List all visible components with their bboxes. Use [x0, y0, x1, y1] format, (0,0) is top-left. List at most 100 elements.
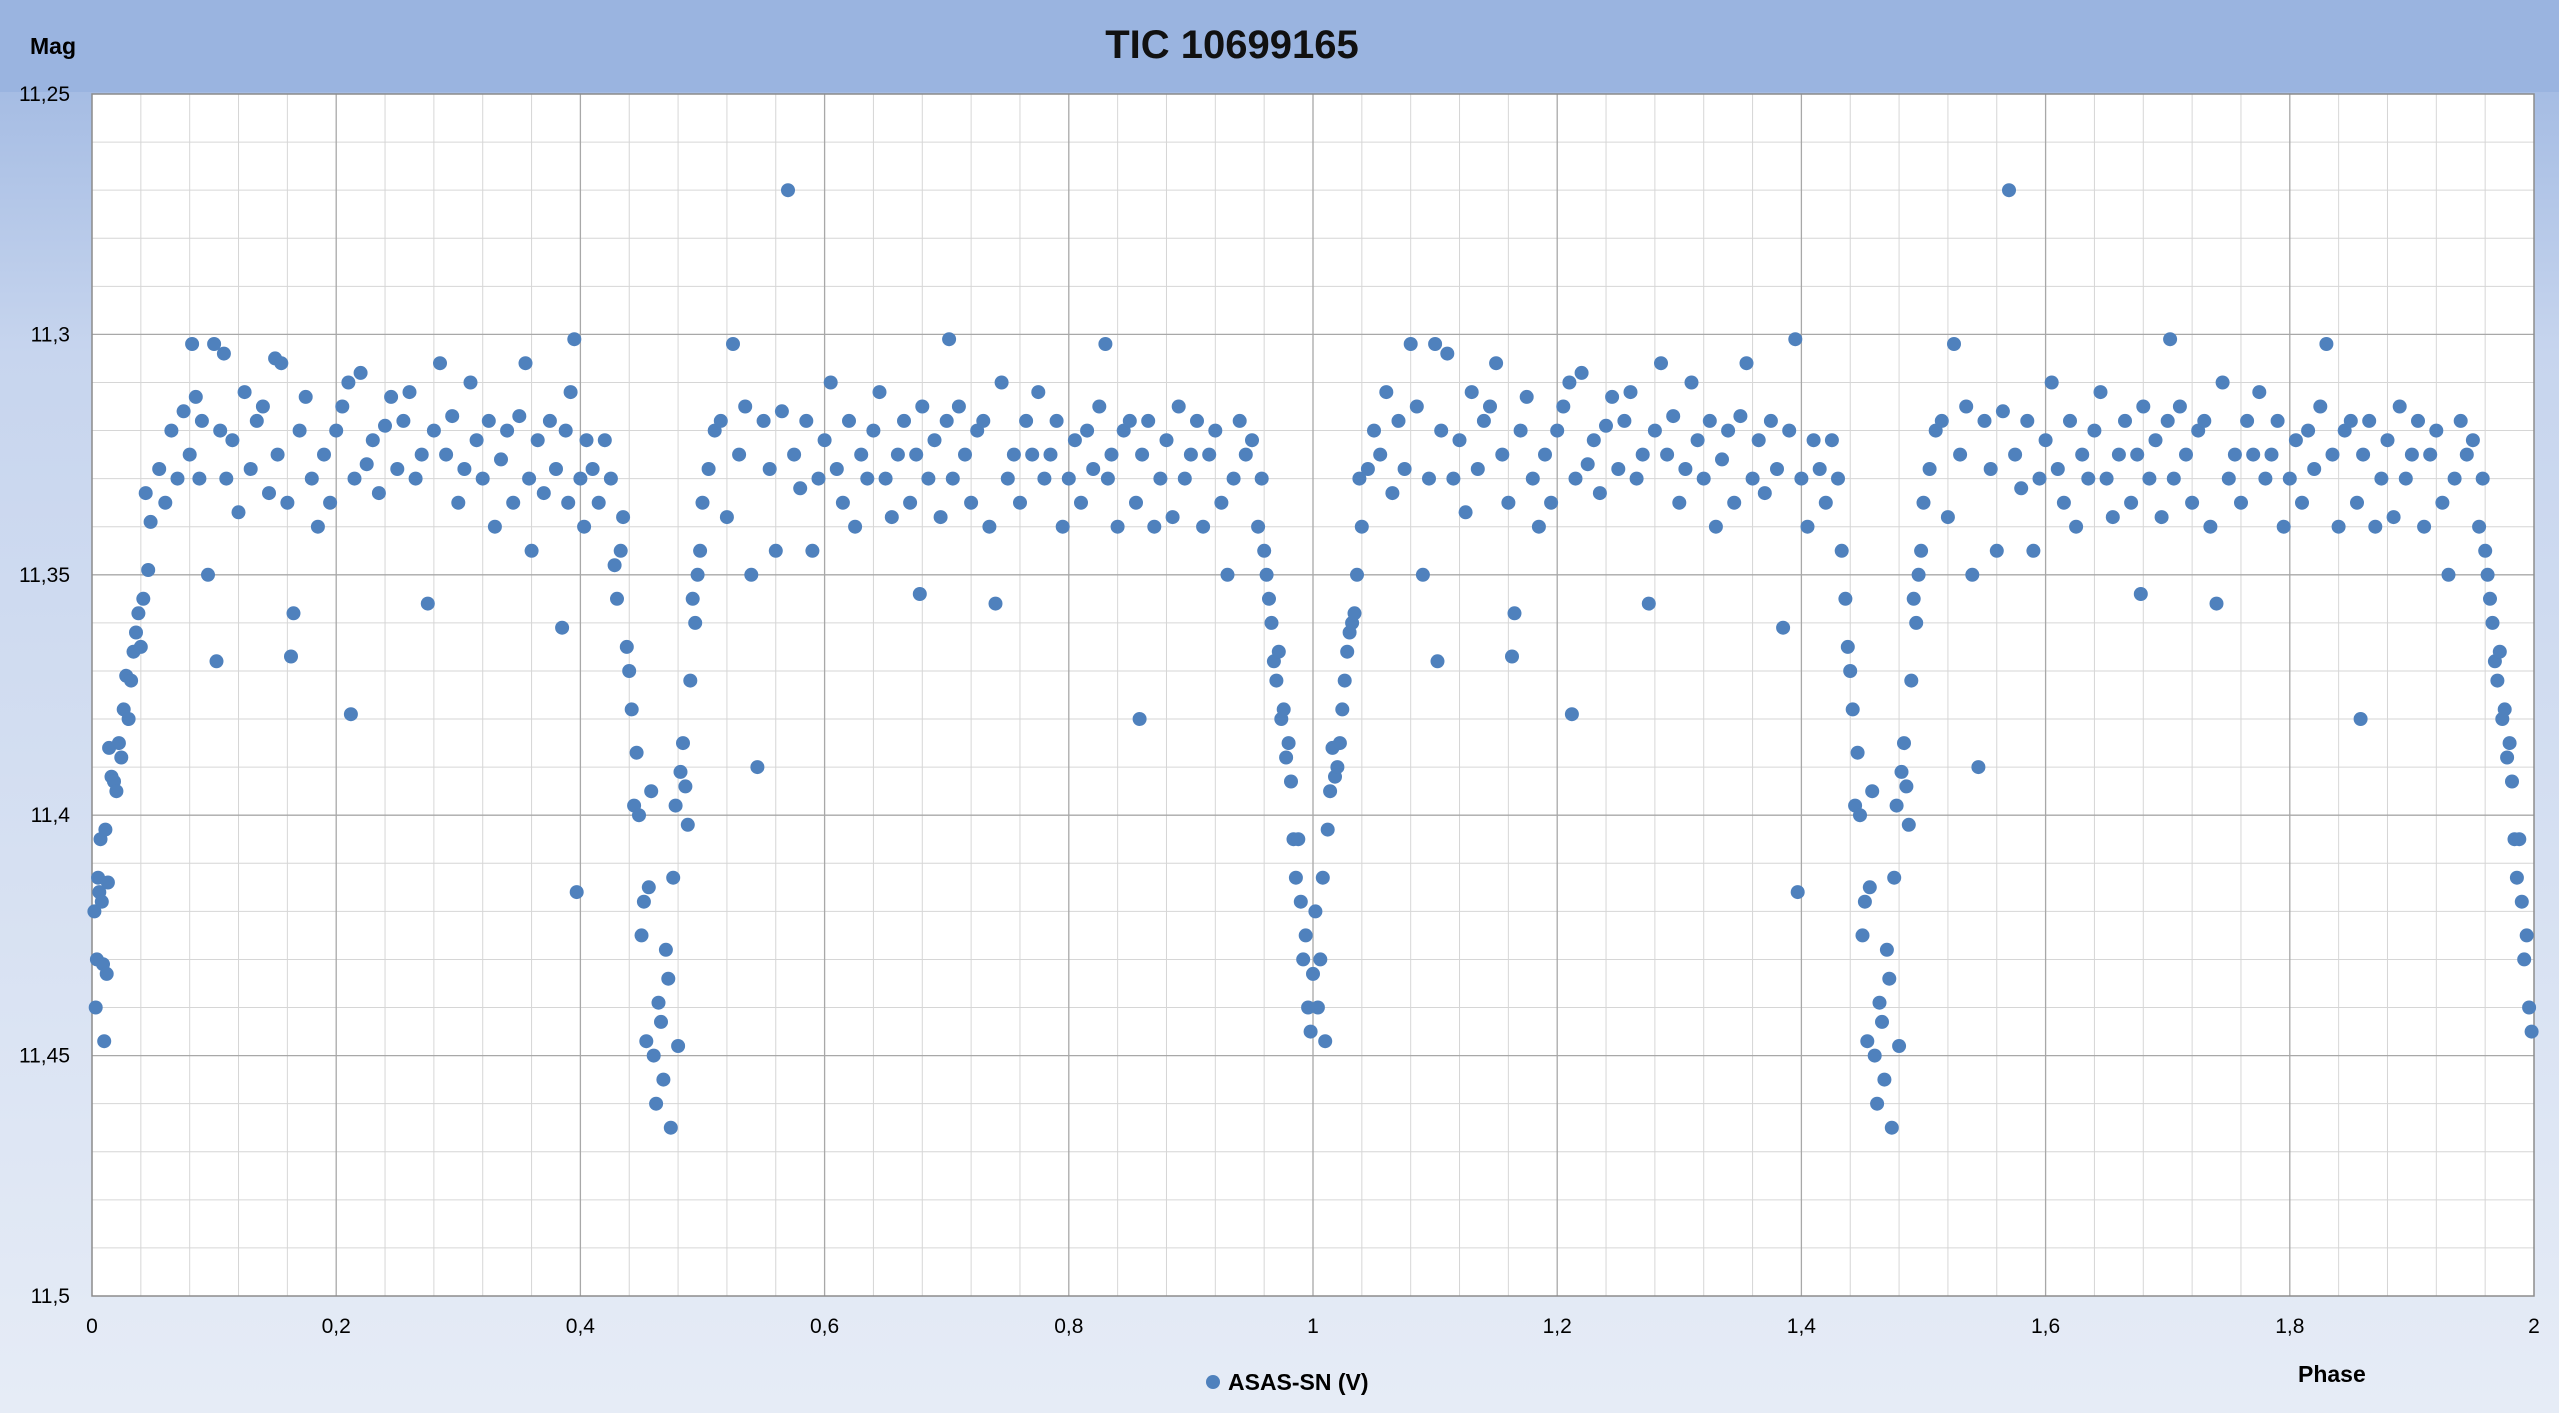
data-point: [1605, 389, 1620, 404]
data-point: [1884, 1120, 1899, 1135]
data-point: [445, 409, 460, 424]
data-point: [1696, 471, 1711, 486]
data-point: [1971, 760, 1986, 775]
data-point: [298, 389, 313, 404]
data-point: [854, 447, 869, 462]
data-point: [1824, 433, 1839, 448]
data-point: [1953, 447, 1968, 462]
data-point: [124, 673, 139, 688]
x-tick-label: 1,4: [1787, 1315, 1817, 1338]
data-point: [673, 764, 688, 779]
data-point: [463, 375, 478, 390]
y-tick-label: 11,25: [19, 83, 70, 106]
data-point: [1428, 337, 1443, 351]
data-point: [644, 784, 659, 799]
data-point: [1367, 423, 1381, 438]
data-point: [909, 447, 924, 462]
data-point: [921, 471, 936, 486]
data-point: [1592, 486, 1607, 501]
major-gridlines: [92, 94, 2534, 1296]
data-point: [1904, 673, 1919, 688]
data-point: [666, 870, 681, 885]
data-point: [420, 596, 435, 611]
data-point: [2465, 433, 2480, 448]
data-point: [1430, 654, 1445, 669]
data-point: [750, 760, 765, 775]
data-point: [469, 433, 484, 448]
data-point: [701, 462, 716, 476]
data-point: [2215, 375, 2230, 390]
data-point: [1476, 413, 1491, 428]
data-point: [1165, 510, 1180, 525]
data-point: [2512, 832, 2527, 847]
data-point: [1303, 1024, 1318, 1039]
y-axis-tick-labels: 11,25 11,3 11,35 11,4 11,45 11,5: [19, 83, 70, 1308]
data-point: [207, 337, 222, 351]
x-axis-title: Phase: [2298, 1361, 2366, 1387]
data-point: [1347, 606, 1362, 621]
data-point: [390, 462, 405, 476]
data-point: [890, 447, 905, 462]
data-point: [1599, 418, 1613, 433]
data-point: [1867, 1048, 1882, 1063]
data-point: [2130, 447, 2145, 462]
data-point: [1757, 486, 1772, 501]
data-point: [237, 385, 252, 400]
data-point: [646, 1048, 661, 1063]
y-tick-label: 11,35: [19, 564, 70, 587]
data-point: [1564, 707, 1579, 722]
data-point: [1914, 543, 1929, 558]
data-point: [1894, 764, 1909, 779]
data-point: [678, 779, 693, 794]
data-point: [619, 639, 634, 654]
data-point: [494, 452, 508, 467]
data-point: [2209, 596, 2224, 611]
data-point: [964, 495, 979, 510]
data-point: [329, 423, 344, 438]
data-point: [1190, 413, 1204, 428]
data-point: [2075, 447, 2090, 462]
data-point: [2380, 433, 2395, 448]
data-point: [1865, 784, 1880, 799]
data-point: [2087, 423, 2102, 438]
data-point: [310, 519, 325, 534]
data-point: [2044, 375, 2059, 390]
data-point: [2264, 447, 2279, 462]
data-point: [563, 385, 578, 400]
data-point: [1843, 664, 1858, 678]
data-point: [654, 1014, 668, 1029]
data-point: [2485, 615, 2500, 630]
data-point: [713, 413, 728, 428]
data-point: [2032, 471, 2047, 486]
data-point: [1470, 462, 1485, 476]
data-point: [2472, 519, 2487, 534]
data-point: [1440, 346, 1455, 361]
data-point: [2343, 413, 2358, 428]
data-point: [1159, 433, 1174, 448]
data-point: [1501, 495, 1516, 510]
data-point: [1899, 779, 1914, 794]
data-point: [1892, 1039, 1907, 1053]
data-point: [1006, 447, 1021, 462]
data-point: [194, 413, 209, 428]
data-point: [1800, 519, 1815, 534]
data-point: [1276, 702, 1291, 717]
data-point: [286, 606, 301, 621]
data-point: [976, 413, 991, 428]
data-point: [1269, 673, 1284, 688]
data-point: [185, 337, 200, 351]
data-point: [661, 971, 676, 986]
data-point: [2514, 894, 2529, 909]
data-point: [1812, 462, 1827, 476]
data-point: [744, 567, 759, 582]
data-point: [1196, 519, 1211, 534]
data-point: [138, 486, 153, 501]
data-point: [97, 1034, 112, 1049]
data-point: [1647, 423, 1662, 438]
data-point: [219, 471, 234, 486]
data-point: [1262, 591, 1276, 606]
data-point: [1313, 952, 1328, 967]
data-point: [359, 457, 374, 472]
data-point: [690, 567, 705, 582]
